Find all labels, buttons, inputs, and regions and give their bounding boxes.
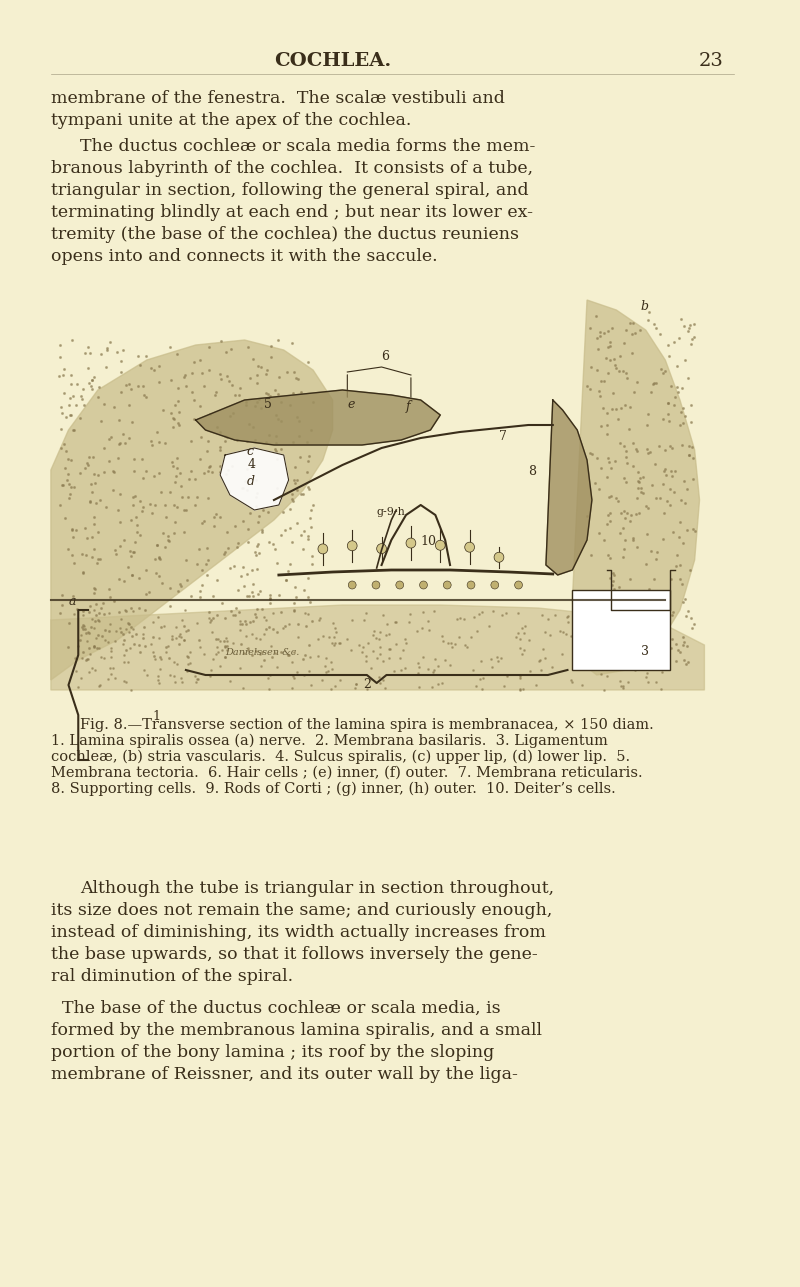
- Text: 4: 4: [247, 458, 255, 471]
- Polygon shape: [196, 390, 440, 445]
- Bar: [51, 300, 697, 690]
- Text: cochleæ, (b) stria vascularis.  4. Sulcus spiralis, (c) upper lip, (d) lower lip: cochleæ, (b) stria vascularis. 4. Sulcus…: [51, 750, 630, 764]
- Text: b: b: [641, 300, 649, 313]
- Circle shape: [491, 580, 498, 589]
- Text: g-9-h: g-9-h: [377, 507, 406, 517]
- Polygon shape: [220, 448, 289, 510]
- Polygon shape: [51, 605, 705, 690]
- Text: triangular in section, following the general spiral, and: triangular in section, following the gen…: [51, 181, 529, 199]
- Polygon shape: [546, 400, 592, 575]
- Circle shape: [435, 541, 445, 551]
- Text: COCHLEA.: COCHLEA.: [274, 51, 391, 69]
- Circle shape: [443, 580, 451, 589]
- Text: tremity (the base of the cochlea) the ductus reuniens: tremity (the base of the cochlea) the du…: [51, 227, 519, 243]
- Circle shape: [514, 580, 522, 589]
- Text: e: e: [347, 398, 354, 411]
- Circle shape: [347, 541, 357, 551]
- Text: 8: 8: [528, 465, 536, 477]
- Polygon shape: [51, 340, 333, 680]
- Circle shape: [318, 544, 328, 553]
- Text: Danielssen &c.: Danielssen &c.: [225, 647, 299, 656]
- Text: The ductus cochleæ or scala media forms the mem-: The ductus cochleæ or scala media forms …: [80, 138, 536, 154]
- Circle shape: [465, 542, 474, 552]
- Circle shape: [419, 580, 427, 589]
- Circle shape: [396, 580, 404, 589]
- Circle shape: [348, 580, 356, 589]
- Text: 23: 23: [699, 51, 724, 69]
- Text: Membrana tectoria.  6. Hair cells ; (e) inner, (f) outer.  7. Membrana reticular: Membrana tectoria. 6. Hair cells ; (e) i…: [51, 766, 642, 780]
- Text: 2: 2: [363, 678, 371, 691]
- Circle shape: [406, 538, 416, 548]
- Text: tympani unite at the apex of the cochlea.: tympani unite at the apex of the cochlea…: [51, 112, 411, 129]
- Text: membrane of the fenestra.  The scalæ vestibuli and: membrane of the fenestra. The scalæ vest…: [51, 90, 505, 107]
- Text: the base upwards, so that it follows inversely the gene-: the base upwards, so that it follows inv…: [51, 946, 538, 963]
- Text: portion of the bony lamina ; its roof by the sloping: portion of the bony lamina ; its roof by…: [51, 1044, 494, 1060]
- Text: its size does not remain the same; and curiously enough,: its size does not remain the same; and c…: [51, 902, 552, 919]
- Circle shape: [377, 543, 386, 553]
- Text: instead of diminishing, its width actually increases from: instead of diminishing, its width actual…: [51, 924, 546, 941]
- Circle shape: [372, 580, 380, 589]
- Text: 7: 7: [499, 430, 507, 443]
- Text: 8. Supporting cells.  9. Rods of Corti ; (g) inner, (h) outer.  10. Deiter’s cel: 8. Supporting cells. 9. Rods of Corti ; …: [51, 782, 616, 797]
- Text: 10: 10: [421, 535, 437, 548]
- Text: f: f: [406, 400, 410, 413]
- Text: 5: 5: [264, 398, 272, 411]
- Text: The base of the ductus cochleæ or scala media, is: The base of the ductus cochleæ or scala …: [51, 1000, 501, 1017]
- Text: opens into and connects it with the saccule.: opens into and connects it with the sacc…: [51, 248, 438, 265]
- Text: ral diminution of the spiral.: ral diminution of the spiral.: [51, 968, 293, 985]
- Text: branous labyrinth of the cochlea.  It consists of a tube,: branous labyrinth of the cochlea. It con…: [51, 160, 533, 178]
- Text: a: a: [69, 595, 76, 607]
- Text: Although the tube is triangular in section throughout,: Although the tube is triangular in secti…: [80, 880, 554, 897]
- Text: terminating blindly at each end ; but near its lower ex-: terminating blindly at each end ; but ne…: [51, 205, 533, 221]
- Circle shape: [494, 552, 504, 562]
- Text: membrane of Reissner, and its outer wall by the liga-: membrane of Reissner, and its outer wall…: [51, 1066, 518, 1082]
- Text: 3: 3: [641, 645, 649, 658]
- Polygon shape: [572, 300, 699, 674]
- Bar: [572, 589, 670, 671]
- Text: 6: 6: [382, 350, 390, 363]
- Text: 1. Lamina spiralis ossea (a) nerve.  2. Membrana basilaris.  3. Ligamentum: 1. Lamina spiralis ossea (a) nerve. 2. M…: [51, 734, 608, 749]
- Text: 1: 1: [153, 710, 161, 723]
- Text: c: c: [246, 445, 254, 458]
- Text: d: d: [246, 475, 254, 488]
- Text: Fig. 8.—Transverse section of the lamina spira is membranacea, × 150 diam.: Fig. 8.—Transverse section of the lamina…: [80, 718, 654, 732]
- Text: formed by the membranous lamina spiralis, and a small: formed by the membranous lamina spiralis…: [51, 1022, 542, 1039]
- Circle shape: [467, 580, 475, 589]
